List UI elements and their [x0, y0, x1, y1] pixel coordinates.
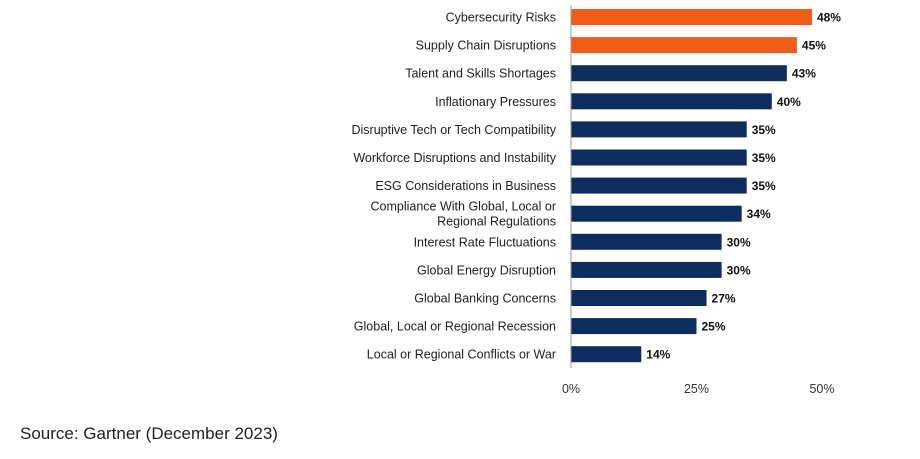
value-label: 35%: [752, 151, 776, 165]
category-label: Inflationary Pressures: [435, 95, 556, 109]
category-label: Global Energy Disruption: [417, 263, 556, 277]
category-label: Local or Regional Conflicts or War: [367, 348, 556, 362]
category-label: Global, Local or Regional Recession: [354, 320, 556, 334]
value-label: 30%: [727, 235, 751, 249]
category-label: Disruptive Tech or Tech Compatibility: [352, 123, 557, 137]
bar: [571, 9, 812, 25]
category-label: Compliance With Global, Local or Regional…: [371, 200, 557, 229]
bar: [571, 290, 707, 306]
bar: [571, 177, 747, 194]
value-label: 30%: [727, 263, 751, 277]
bar-chart: Cybersecurity Risks 48% Supply Chain Disru…: [352, 5, 841, 396]
bar: [571, 261, 722, 278]
category-label: Supply Chain Disruptions: [416, 39, 556, 53]
value-label: 45%: [802, 39, 826, 53]
value-label: 40%: [777, 95, 801, 109]
bar: [571, 346, 642, 363]
category-label: Workforce Disruptions and Instability: [353, 151, 556, 165]
category-label: Global Banking Concerns: [414, 292, 556, 306]
value-label: 43%: [792, 67, 816, 81]
bar: [571, 318, 697, 335]
value-label: 48%: [817, 11, 841, 25]
x-tick-label: 50%: [809, 382, 834, 396]
value-label: 34%: [747, 207, 771, 221]
x-tick-label: 25%: [684, 382, 709, 396]
category-label: Cybersecurity Risks: [446, 11, 556, 25]
bar: [571, 205, 742, 222]
bar: [571, 65, 787, 82]
bar: [571, 93, 772, 110]
bar: [571, 149, 747, 166]
x-tick-label: 0%: [562, 382, 580, 396]
value-label: 35%: [752, 179, 776, 193]
bar: [571, 121, 747, 138]
source-caption: Source: Gartner (December 2023): [20, 424, 278, 443]
category-label: ESG Considerations in Business: [375, 179, 556, 193]
value-label: 14%: [646, 348, 670, 362]
value-label: 25%: [702, 320, 726, 334]
bar: [571, 233, 722, 250]
category-label: Talent and Skills Shortages: [405, 67, 556, 81]
bar: [571, 37, 797, 54]
value-label: 35%: [752, 123, 776, 137]
category-label: Interest Rate Fluctuations: [414, 235, 556, 249]
value-label: 27%: [712, 292, 736, 306]
